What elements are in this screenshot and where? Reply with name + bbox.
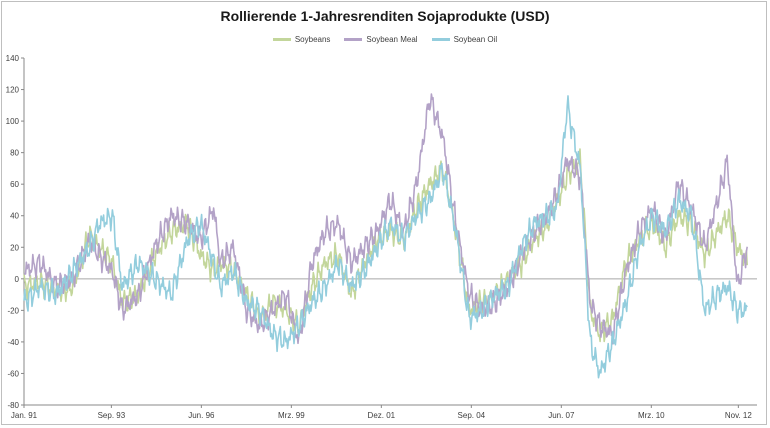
y-tick-label: -40 — [7, 338, 19, 347]
y-tick-label: -60 — [7, 369, 19, 378]
y-tick-label: 40 — [10, 212, 19, 221]
legend-swatch-soybeans — [272, 38, 291, 41]
legend-item-soybean-oil: Soybean Oil — [431, 35, 498, 44]
x-tick-label: Nov. 12 — [725, 411, 753, 420]
legend-item-soybeans: Soybeans — [272, 35, 331, 44]
x-tick-label: Jun. 07 — [548, 411, 575, 420]
chart-legend: Soybeans Soybean Meal Soybean Oil — [0, 35, 770, 44]
legend-label-soybean-oil: Soybean Oil — [453, 35, 498, 44]
legend-swatch-soybean-oil — [431, 38, 450, 41]
legend-label-soybeans: Soybeans — [294, 35, 331, 44]
y-tick-label: -20 — [7, 306, 19, 315]
x-tick-label: Dez. 01 — [368, 411, 396, 420]
x-tick-label: Mrz. 99 — [278, 411, 305, 420]
y-tick-label: 140 — [6, 54, 20, 63]
y-tick-label: 120 — [6, 86, 20, 95]
y-tick-label: 0 — [15, 275, 20, 284]
legend-item-soybean-meal: Soybean Meal — [344, 35, 418, 44]
x-tick-label: Jun. 96 — [188, 411, 215, 420]
y-tick-label: 80 — [10, 149, 19, 158]
x-tick-label: Jan. 91 — [11, 411, 38, 420]
legend-label-soybean-meal: Soybean Meal — [366, 35, 418, 44]
series-soybean-oil-line — [23, 95, 748, 379]
y-tick-label: -80 — [7, 401, 19, 410]
chart-title: Rollierende 1-Jahresrenditen Sojaprodukt… — [220, 8, 550, 24]
x-tick-label: Sep. 93 — [98, 411, 126, 420]
x-tick-label: Sep. 04 — [458, 411, 486, 420]
legend-swatch-soybean-meal — [344, 38, 363, 41]
y-tick-label: 100 — [6, 117, 20, 126]
x-tick-label: Mrz. 10 — [638, 411, 665, 420]
y-tick-label: 20 — [10, 243, 19, 252]
y-tick-label: 60 — [10, 180, 19, 189]
